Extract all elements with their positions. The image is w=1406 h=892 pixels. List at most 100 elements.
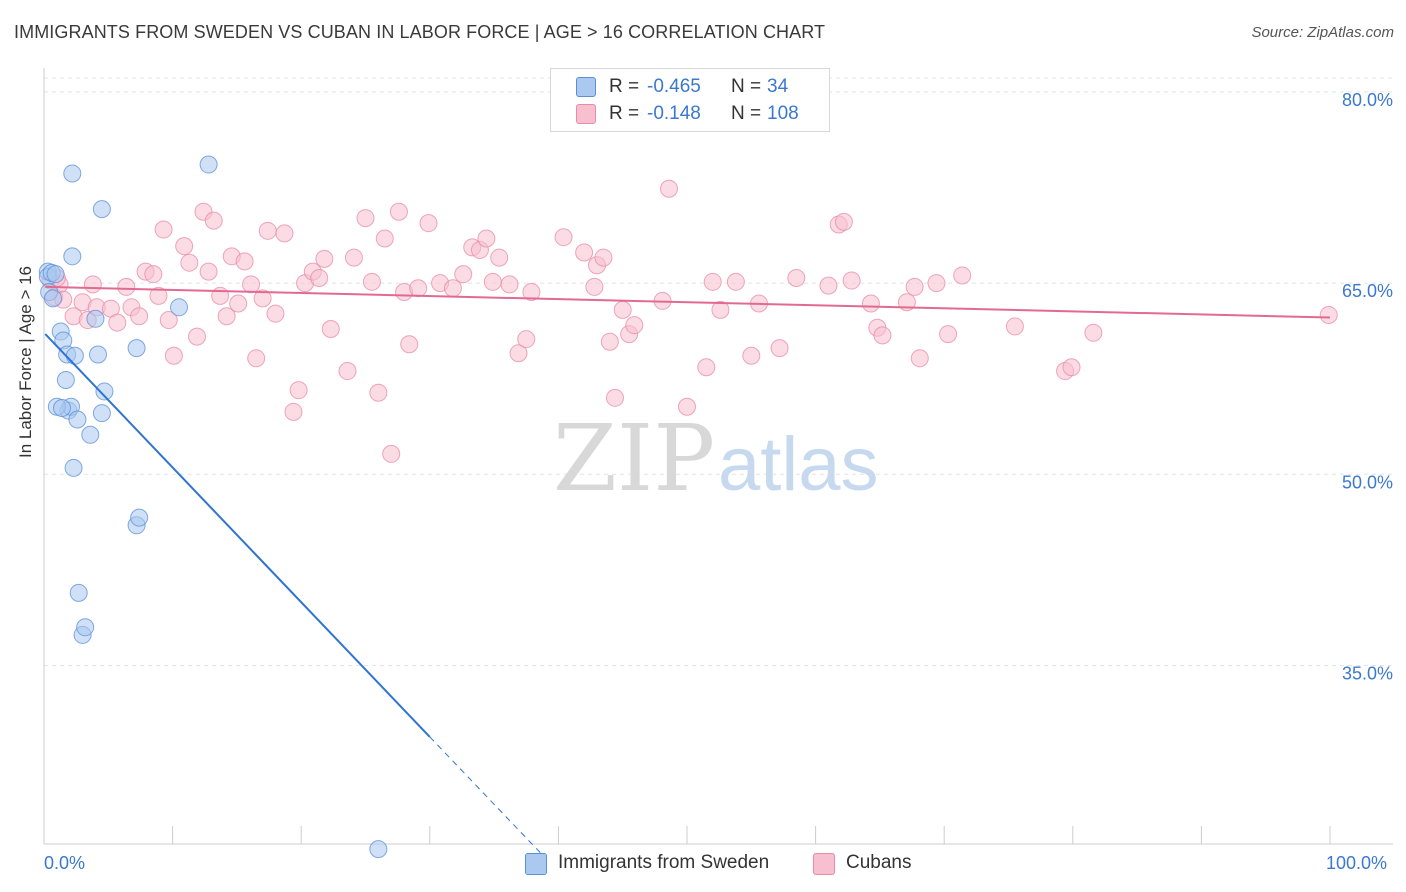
n-value: 34	[767, 76, 789, 97]
cubans-point	[247, 349, 266, 368]
cubans-point	[726, 272, 745, 291]
y-tick-label: 50.0%	[1342, 472, 1393, 492]
cubans-point	[939, 325, 958, 344]
cubans-point	[164, 346, 183, 365]
cubans-point	[443, 279, 462, 298]
y-tick-label: 35.0%	[1342, 664, 1393, 684]
y-axis-label: In Labor Force | Age > 16	[16, 265, 35, 458]
cubans-point	[310, 268, 329, 287]
cubans-point	[229, 294, 248, 313]
cubans-point	[419, 214, 438, 233]
n-label: N =	[731, 76, 762, 97]
axes	[43, 68, 1393, 845]
y-tick-label: 80.0%	[1342, 90, 1393, 110]
chart-title: IMMIGRANTS FROM SWEDEN VS CUBAN IN LABOR…	[14, 22, 826, 42]
cubans-point	[400, 335, 419, 354]
r-label: R =	[609, 103, 640, 124]
sweden-point	[95, 382, 114, 401]
sweden-point	[170, 298, 189, 317]
cubans-point	[1319, 305, 1338, 324]
legend-row-cubans: R = -0.148 N = 108	[551, 101, 829, 127]
sweden-point	[53, 399, 72, 418]
n-value: 108	[767, 103, 799, 124]
cubans-point	[130, 307, 149, 326]
sweden-point	[81, 425, 100, 444]
sweden-point	[86, 309, 105, 328]
cubans-point	[454, 265, 473, 284]
cubans-point	[321, 319, 340, 338]
cubans-point	[204, 211, 223, 230]
cubans-point	[83, 275, 102, 294]
sweden-trend-line	[44, 333, 431, 738]
sweden-point	[199, 155, 218, 174]
cubans-point	[108, 313, 127, 332]
cubans-point	[873, 326, 892, 345]
cubans-point	[522, 283, 541, 302]
sweden-point	[92, 404, 111, 423]
cubans-point	[953, 266, 972, 285]
cubans-point	[613, 300, 632, 319]
sweden-point	[92, 200, 111, 219]
cubans-point	[477, 229, 496, 248]
cubans-point	[242, 275, 261, 294]
sweden-point	[68, 410, 87, 429]
cubans-point	[315, 249, 334, 268]
cubans-point	[266, 304, 285, 323]
cubans-swatch	[576, 104, 596, 124]
cubans-point	[275, 224, 294, 243]
r-value: -0.465	[647, 76, 701, 97]
cubans-point	[1084, 323, 1103, 342]
sweden-point	[64, 458, 83, 477]
cubans-point	[211, 286, 230, 305]
watermark-atlas: atlas	[718, 422, 879, 507]
cubans-point	[554, 228, 573, 247]
cubans-legend-swatch	[813, 853, 835, 875]
sweden-swatch	[576, 77, 596, 97]
cubans-legend-label: Cubans	[846, 852, 912, 873]
cubans-point	[770, 339, 789, 358]
cubans-point	[369, 383, 388, 402]
sweden-legend-label: Immigrants from Sweden	[558, 852, 770, 873]
sweden-point	[63, 247, 82, 266]
cubans-point	[356, 209, 375, 228]
cubans-point	[284, 402, 303, 421]
cubans-point	[575, 243, 594, 262]
cubans-point	[625, 316, 644, 335]
watermark-zip: ZIP	[553, 405, 715, 512]
x-tick-label-min: 0.0%	[44, 853, 86, 873]
cubans-point	[600, 332, 619, 351]
y-tick-labels: 35.0% 50.0% 65.0% 80.0%	[1342, 90, 1393, 684]
cubans-point	[842, 271, 861, 290]
sweden-point	[65, 346, 84, 365]
cubans-point	[697, 358, 716, 377]
cubans-point	[375, 229, 394, 248]
cubans-point	[258, 221, 277, 240]
cubans-point	[927, 274, 946, 293]
cubans-point	[159, 311, 178, 330]
cubans-point	[154, 220, 173, 239]
cubans-trend-line	[45, 285, 1331, 319]
cubans-point	[235, 252, 254, 271]
cubans-point	[678, 397, 696, 416]
cubans-point	[175, 237, 194, 256]
cubans-point	[711, 300, 730, 319]
sweden-point	[69, 583, 88, 602]
cubans-point	[188, 327, 207, 346]
sweden-point	[56, 370, 75, 389]
cubans-point	[905, 277, 924, 296]
cubans-point	[483, 272, 502, 291]
cubans-point	[819, 276, 838, 295]
cubans-point	[500, 275, 519, 294]
sweden-point	[89, 345, 108, 364]
r-value: -0.148	[647, 103, 701, 124]
cubans-point	[362, 272, 381, 291]
sweden-trend-line-extension	[429, 736, 546, 859]
cubans-point	[1062, 358, 1081, 377]
n-label: N =	[731, 103, 762, 124]
source-label: Source: ZipAtlas.com	[1251, 24, 1394, 41]
cubans-point	[659, 179, 678, 198]
cubans-point	[409, 279, 428, 298]
cubans-point	[217, 307, 236, 326]
cubans-point	[742, 346, 761, 365]
cubans-point	[149, 286, 168, 305]
